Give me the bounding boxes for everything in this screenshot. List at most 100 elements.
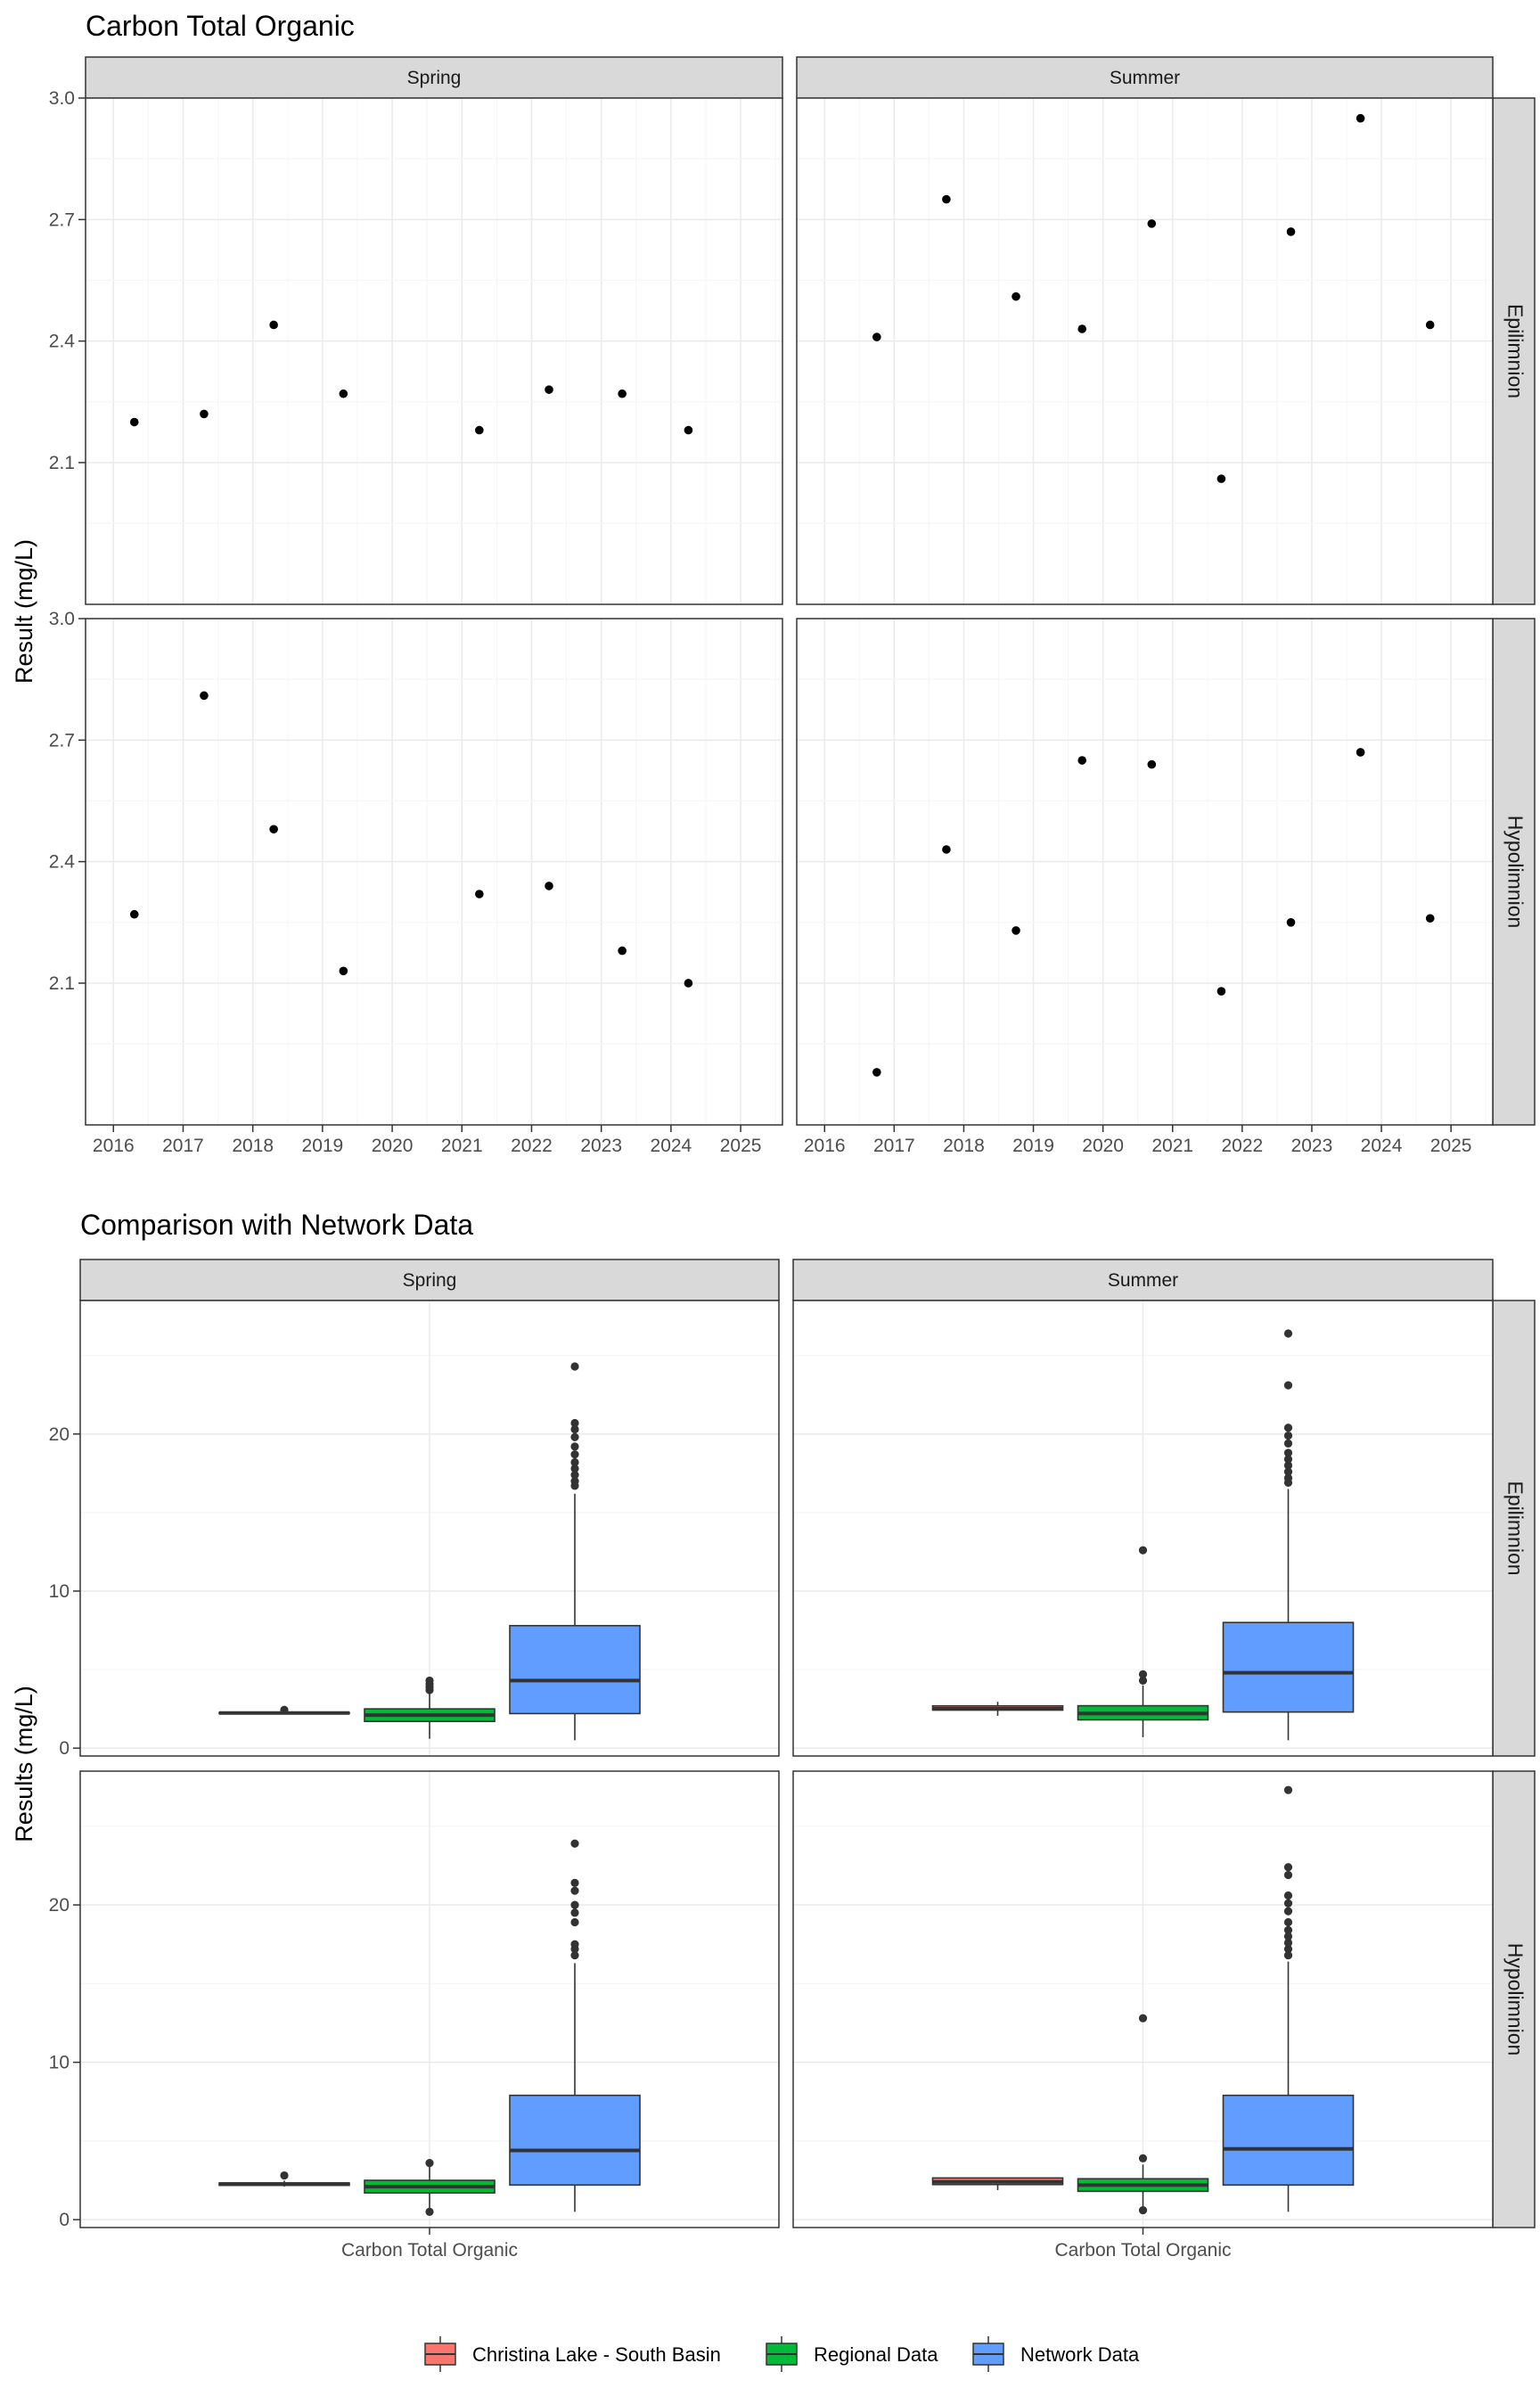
outlier-point	[1283, 1932, 1293, 1941]
box-christina-lake-south-basin	[931, 2177, 1064, 2190]
box-body	[1222, 1621, 1355, 1713]
panel-background	[797, 619, 1493, 1125]
outlier-point	[570, 1477, 579, 1486]
box-network-data	[1222, 1785, 1355, 2212]
data-point	[1356, 748, 1365, 757]
data-point	[129, 909, 139, 919]
outlier-point	[1283, 1461, 1293, 1470]
panel-background	[86, 98, 782, 604]
chart2-strip-hypolimnion	[1492, 1770, 1536, 2228]
x-tick-label: 2020	[372, 1136, 414, 1156]
x-tick-label: Carbon Total Organic	[1054, 2240, 1231, 2261]
x-tick-label: 2016	[804, 1136, 846, 1156]
outlier-point	[1283, 1439, 1293, 1448]
x-tick-label: Carbon Total Organic	[341, 2240, 518, 2261]
chart1-panel-summer-hypolimnion	[796, 618, 1494, 1126]
data-point	[1077, 324, 1087, 333]
data-point	[1216, 987, 1226, 996]
outlier-point	[570, 1424, 579, 1434]
data-point	[684, 425, 693, 435]
outlier-point	[570, 1464, 579, 1473]
data-point	[1147, 219, 1157, 228]
outlier-point	[1283, 1907, 1293, 1916]
x-tick-label: 2024	[651, 1136, 692, 1156]
data-point	[1012, 926, 1020, 935]
outlier-point	[570, 1450, 579, 1459]
outlier-point	[1138, 2205, 1148, 2215]
data-point	[1216, 474, 1226, 483]
box-network-data	[1222, 1329, 1355, 1741]
outlier-point	[570, 1442, 579, 1451]
data-point	[942, 194, 951, 204]
outlier-point	[570, 1886, 579, 1895]
legend: Christina Lake - South Basin Regional Dat…	[424, 2336, 1140, 2372]
x-tick-label: 2018	[232, 1136, 274, 1156]
y-tick-label: 2.7	[49, 730, 75, 751]
outlier-point	[570, 1950, 579, 1960]
data-point	[872, 1068, 881, 1077]
chart1-strip-summer	[796, 56, 1494, 99]
box-regional-data	[364, 2159, 496, 2216]
chart1-panel-spring-epilimnion	[85, 97, 783, 605]
panel-background	[797, 98, 1493, 604]
chart2-strip-summer	[792, 1259, 1494, 1301]
x-tick-label: 2023	[580, 1136, 622, 1156]
y-tick-label: 2.1	[49, 973, 75, 994]
data-point	[545, 385, 553, 394]
outlier-point	[1138, 2154, 1148, 2162]
chart1-strip-spring	[85, 56, 783, 99]
outlier-point	[1283, 1455, 1293, 1464]
x-tick-label: 2024	[1361, 1136, 1403, 1156]
data-point	[1425, 320, 1435, 330]
x-tick-label: 2025	[1430, 1136, 1472, 1156]
data-point	[684, 979, 693, 988]
panel-border	[796, 97, 1494, 605]
chart2-row-strip-label: Hypolimnion	[1503, 1943, 1527, 2056]
outlier-point	[570, 1362, 579, 1371]
box-regional-data	[364, 1676, 496, 1739]
chart1-row-strip-label: Hypolimnion	[1503, 816, 1527, 929]
outlier-point	[1283, 1863, 1293, 1872]
outlier-point	[1138, 1546, 1148, 1555]
panel-border	[79, 1300, 780, 1757]
box-christina-lake-south-basin	[218, 1705, 350, 1715]
data-point	[200, 409, 209, 419]
data-point	[1356, 113, 1365, 123]
panel-border	[85, 97, 783, 605]
data-point	[1012, 291, 1020, 301]
outlier-point	[1283, 1938, 1293, 1948]
chart2-row-strip-label: Epilimnion	[1503, 1481, 1527, 1575]
chart2-title: Comparison with Network Data	[80, 1209, 473, 1241]
chart1-row-strip-label: Epilimnion	[1503, 304, 1527, 398]
x-tick-label: 2021	[441, 1136, 483, 1156]
x-tick-label: 2016	[93, 1136, 135, 1156]
chart2-y-axis-label: Results (mg/L)	[11, 1686, 37, 1842]
box-body	[1222, 2094, 1355, 2187]
x-tick-label: 2022	[1221, 1136, 1263, 1156]
data-point	[545, 882, 553, 890]
outlier-point	[1283, 1473, 1293, 1482]
data-point	[872, 332, 881, 341]
chart1-strip-label: Spring	[407, 68, 462, 88]
outlier-point	[570, 1470, 579, 1480]
data-point	[475, 890, 484, 898]
y-tick-label: 10	[49, 2053, 70, 2073]
box-regional-data	[1077, 1546, 1209, 1737]
chart2-panel-spring-hypolimnion	[79, 1770, 780, 2228]
legend-label: Regional Data	[814, 2343, 938, 2366]
data-point	[618, 946, 627, 956]
outlier-point	[425, 2207, 434, 2216]
y-tick-label: 2.4	[49, 852, 76, 873]
legend-key	[766, 2336, 798, 2372]
y-tick-label: 0	[59, 1738, 70, 1759]
outlier-point	[425, 1676, 434, 1686]
chart2-panel-spring-epilimnion	[79, 1300, 780, 1757]
data-point	[1286, 918, 1296, 927]
y-tick-label: 2.7	[49, 209, 75, 230]
data-point	[618, 389, 627, 398]
data-point	[269, 320, 278, 330]
x-tick-label: 2017	[873, 1136, 915, 1156]
data-point	[269, 825, 278, 834]
box-christina-lake-south-basin	[218, 2170, 350, 2187]
